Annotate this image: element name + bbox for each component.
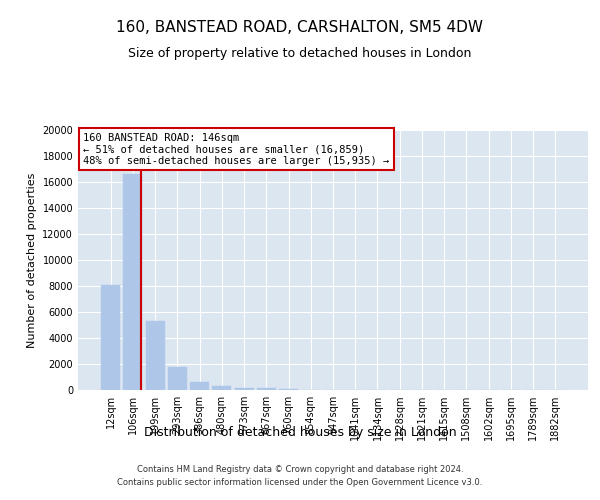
Text: Contains public sector information licensed under the Open Government Licence v3: Contains public sector information licen… xyxy=(118,478,482,487)
Bar xyxy=(101,284,120,390)
Bar xyxy=(279,388,298,390)
Bar xyxy=(257,388,276,390)
Text: Contains HM Land Registry data © Crown copyright and database right 2024.: Contains HM Land Registry data © Crown c… xyxy=(137,466,463,474)
Bar xyxy=(168,366,187,390)
Bar xyxy=(146,321,164,390)
Bar xyxy=(190,382,209,390)
Text: 160, BANSTEAD ROAD, CARSHALTON, SM5 4DW: 160, BANSTEAD ROAD, CARSHALTON, SM5 4DW xyxy=(116,20,484,35)
Text: Distribution of detached houses by size in London: Distribution of detached houses by size … xyxy=(143,426,457,439)
Bar xyxy=(124,174,142,390)
Bar xyxy=(235,388,254,390)
Y-axis label: Number of detached properties: Number of detached properties xyxy=(27,172,37,348)
Bar xyxy=(212,386,231,390)
Text: Size of property relative to detached houses in London: Size of property relative to detached ho… xyxy=(128,48,472,60)
Text: 160 BANSTEAD ROAD: 146sqm
← 51% of detached houses are smaller (16,859)
48% of s: 160 BANSTEAD ROAD: 146sqm ← 51% of detac… xyxy=(83,132,389,166)
